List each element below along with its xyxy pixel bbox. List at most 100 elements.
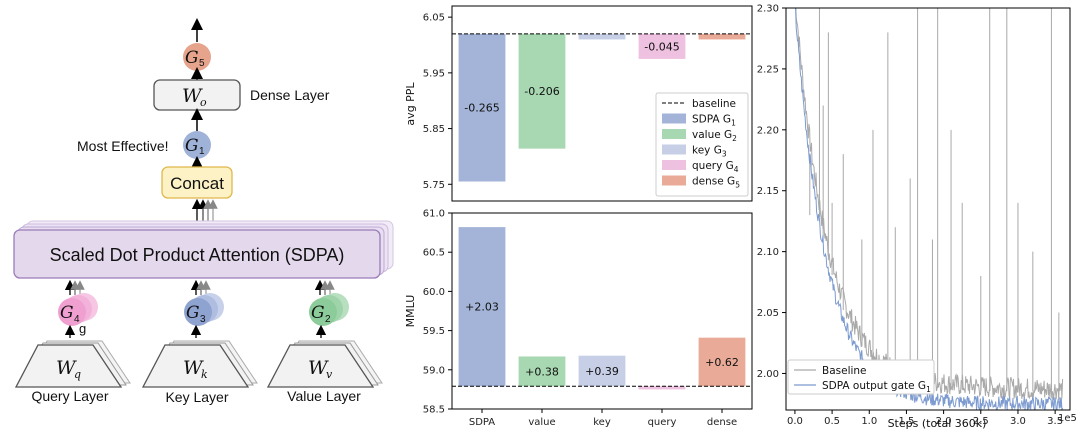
bar-sdpa <box>458 33 506 182</box>
ytick-label: 2.15 <box>757 186 779 197</box>
g5-gate: G 5 <box>183 43 211 71</box>
series-line-0 <box>795 8 1064 401</box>
ytick-label: 2.05 <box>757 308 779 319</box>
ytick-label: 6.05 <box>423 13 445 24</box>
xtick-label: 0.0 <box>787 416 803 427</box>
g4-sub: 4 <box>74 314 80 325</box>
concat-label: Concat <box>170 174 224 193</box>
bar-label: +2.03 <box>465 301 499 314</box>
value-layer-label: Value Layer <box>287 388 361 404</box>
xtick-label: 3.5 <box>1047 416 1063 427</box>
sdpa-label: Scaled Dot Product Attention (SDPA) <box>50 245 345 265</box>
g1-label: G <box>185 136 199 156</box>
legend-label: SDPA G1 <box>692 114 736 128</box>
g5-circle <box>183 43 211 71</box>
wo-label: W <box>182 85 203 107</box>
bar-dense <box>698 337 746 387</box>
g1-sub: 1 <box>199 146 205 157</box>
ppl-yticks: 6.05 5.95 5.85 5.75 <box>423 13 452 191</box>
key-branch: G 3 W k Key Layer <box>141 279 258 405</box>
ytick-label: 2.20 <box>757 125 779 136</box>
legend-swatch <box>662 144 686 155</box>
legend-label: value G2 <box>692 129 737 143</box>
legend-label: dense G5 <box>692 176 740 190</box>
bar-sdpa <box>458 227 506 387</box>
ytick-label: 2.30 <box>757 4 779 15</box>
legend-label: Baseline <box>822 365 867 377</box>
series-line-1 <box>794 8 1064 410</box>
wk-trapezoid <box>141 344 250 388</box>
bar-label: -0.045 <box>644 40 679 53</box>
g1-gate: G 1 <box>183 131 211 159</box>
wv-trapezoid <box>266 344 375 388</box>
loss-lines <box>794 8 1064 410</box>
ytick-label: 61.0 <box>423 209 445 220</box>
xtick-label: key <box>593 417 611 428</box>
bar-label: +0.39 <box>585 365 619 378</box>
ytick-label: 59.0 <box>423 365 445 376</box>
ytick-label: 5.95 <box>423 68 445 79</box>
wq-trapezoid <box>14 344 123 388</box>
xtick-label: dense <box>707 417 737 428</box>
loss-chart: 2.30 2.25 2.20 2.15 2.10 2.05 2.00 0.0 0.5 1.0 1.… <box>757 4 1077 431</box>
bar-label: -0.206 <box>524 85 559 98</box>
ytick-label: 2.10 <box>757 247 779 258</box>
ytick-label: 60.5 <box>423 248 445 259</box>
loss-xlabel: Steps (total 360k) <box>888 417 987 430</box>
query-layer-label: Query Layer <box>31 388 108 404</box>
wk-sub: k <box>201 368 208 381</box>
ytick-label: 59.5 <box>423 326 445 337</box>
sdpa-rect <box>13 229 381 279</box>
loss-yticks: 2.30 2.25 2.20 2.15 2.10 2.05 2.00 <box>757 4 786 380</box>
bar-label: +0.38 <box>525 365 559 378</box>
legend-label: query G4 <box>692 160 739 174</box>
concat-rect <box>161 166 233 199</box>
loss-chart-frame <box>785 7 1071 411</box>
xtick-label: 1.0 <box>861 416 877 427</box>
legend-swatch <box>662 160 686 170</box>
query-branch: G 4 g W q Query Layer <box>14 279 131 404</box>
dense-layer-label: Dense Layer <box>250 87 330 103</box>
concat-box: Concat <box>161 166 233 199</box>
ytick-label: 5.75 <box>423 180 445 191</box>
bar-query <box>638 386 686 390</box>
bar-label: -0.265 <box>464 102 499 115</box>
bar-key <box>578 33 626 40</box>
most-effective-label: Most Effective! <box>77 138 169 154</box>
xtick-label: SDPA <box>469 417 495 428</box>
xtick-label: 3.0 <box>1010 416 1026 427</box>
xtick-label: 0.5 <box>824 416 840 427</box>
wv-label: W <box>308 357 329 379</box>
ytick-label: 5.85 <box>423 124 445 135</box>
xtick-label: 2.5 <box>973 416 989 427</box>
bar-key <box>578 355 626 387</box>
mmlu-xticks: SDPA value key query dense <box>469 409 737 428</box>
mmlu-chart: MMLU 61.0 60.5 60.0 59.5 59.0 58.5 +2.03 +0.38… <box>404 209 753 428</box>
loss-xticks: 0.0 0.5 1.0 1.5 2.0 2.5 3.0 3.5 <box>787 410 1063 427</box>
ppl-chart-frame <box>451 5 753 202</box>
ppl-bars: -0.265 -0.206 -0.045 <box>452 33 752 182</box>
g4-label: G <box>60 303 74 323</box>
g4-extra-glyph: g <box>79 321 86 336</box>
wv-sub: v <box>326 368 333 381</box>
g1-circle <box>183 131 211 159</box>
sdpa-box: Scaled Dot Product Attention (SDPA) <box>13 220 394 279</box>
g3-circle <box>184 298 212 326</box>
value-branch: G 2 W v Value Layer <box>266 279 383 404</box>
loss-legend: Baseline SDPA output gate G1 <box>787 359 935 395</box>
bar-value <box>518 33 566 149</box>
legend-label: key G3 <box>692 145 727 159</box>
wo-sub: o <box>200 96 207 109</box>
legend-swatch <box>662 175 686 186</box>
g3-label: G <box>186 303 200 323</box>
key-layer-label: Key Layer <box>165 389 228 405</box>
ytick-label: 60.0 <box>423 287 445 298</box>
ppl-chart: avg PPL 6.055.955.855.75 -0.265-0.206-0.… <box>404 5 753 202</box>
wo-box: W o <box>153 79 241 111</box>
legend-swatch <box>662 113 686 124</box>
xtick-label: 2.0 <box>936 416 952 427</box>
mmlu-ylabel: MMLU <box>404 295 417 328</box>
g2-circle <box>309 298 337 326</box>
